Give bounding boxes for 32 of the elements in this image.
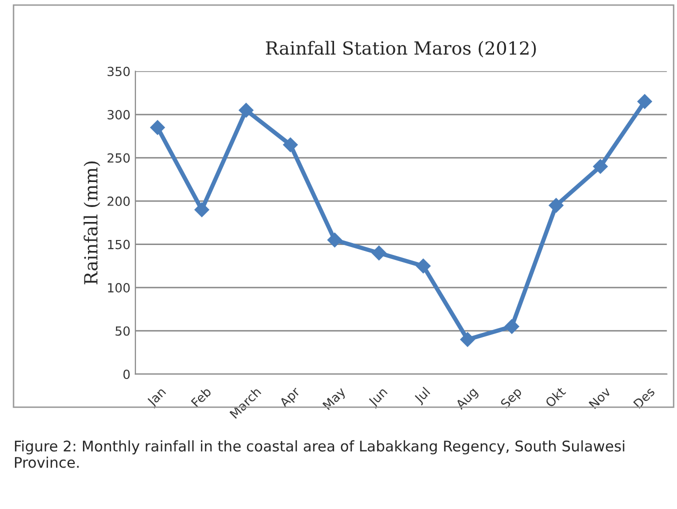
x-tick-label: Feb xyxy=(190,386,212,408)
x-tick-label: Okt xyxy=(544,386,566,408)
point xyxy=(548,198,564,213)
y-tick-label: 250 xyxy=(108,153,130,163)
point xyxy=(460,332,475,347)
x-tick-label: Jan xyxy=(146,386,168,408)
point xyxy=(238,102,254,118)
y-tick-label: 300 xyxy=(108,110,130,120)
point xyxy=(194,202,210,218)
x-tick-label: Jun xyxy=(368,386,390,409)
y-tick-label: 150 xyxy=(108,240,130,250)
x-tick-label: Nov xyxy=(588,386,612,410)
x-tick-label: Des xyxy=(633,386,656,409)
y-tick-label: 100 xyxy=(108,283,130,293)
point xyxy=(593,159,608,174)
point xyxy=(504,319,520,334)
point xyxy=(283,137,298,152)
point xyxy=(416,258,431,274)
x-tick-label: Jul xyxy=(413,386,432,406)
caption: Figure 2: Monthly rainfall in the coastal area of Labakkang Regency, South Sulawesi Province. xyxy=(14,440,624,468)
point xyxy=(637,94,652,109)
x-tick-label: Sep xyxy=(500,386,524,411)
point xyxy=(150,120,165,135)
y-tick-label: 50 xyxy=(116,326,130,336)
y-tick-label: 0 xyxy=(123,370,130,380)
y-tick-label: 200 xyxy=(108,196,130,206)
point xyxy=(327,232,342,248)
chart-title: Rainfall Station Maros (2012) xyxy=(266,40,536,58)
y-tick-label: 350 xyxy=(108,66,130,76)
y-axis-title: Rainfall (mm) xyxy=(84,162,100,284)
x-tick-label: Apr xyxy=(278,386,302,410)
point xyxy=(372,246,386,260)
